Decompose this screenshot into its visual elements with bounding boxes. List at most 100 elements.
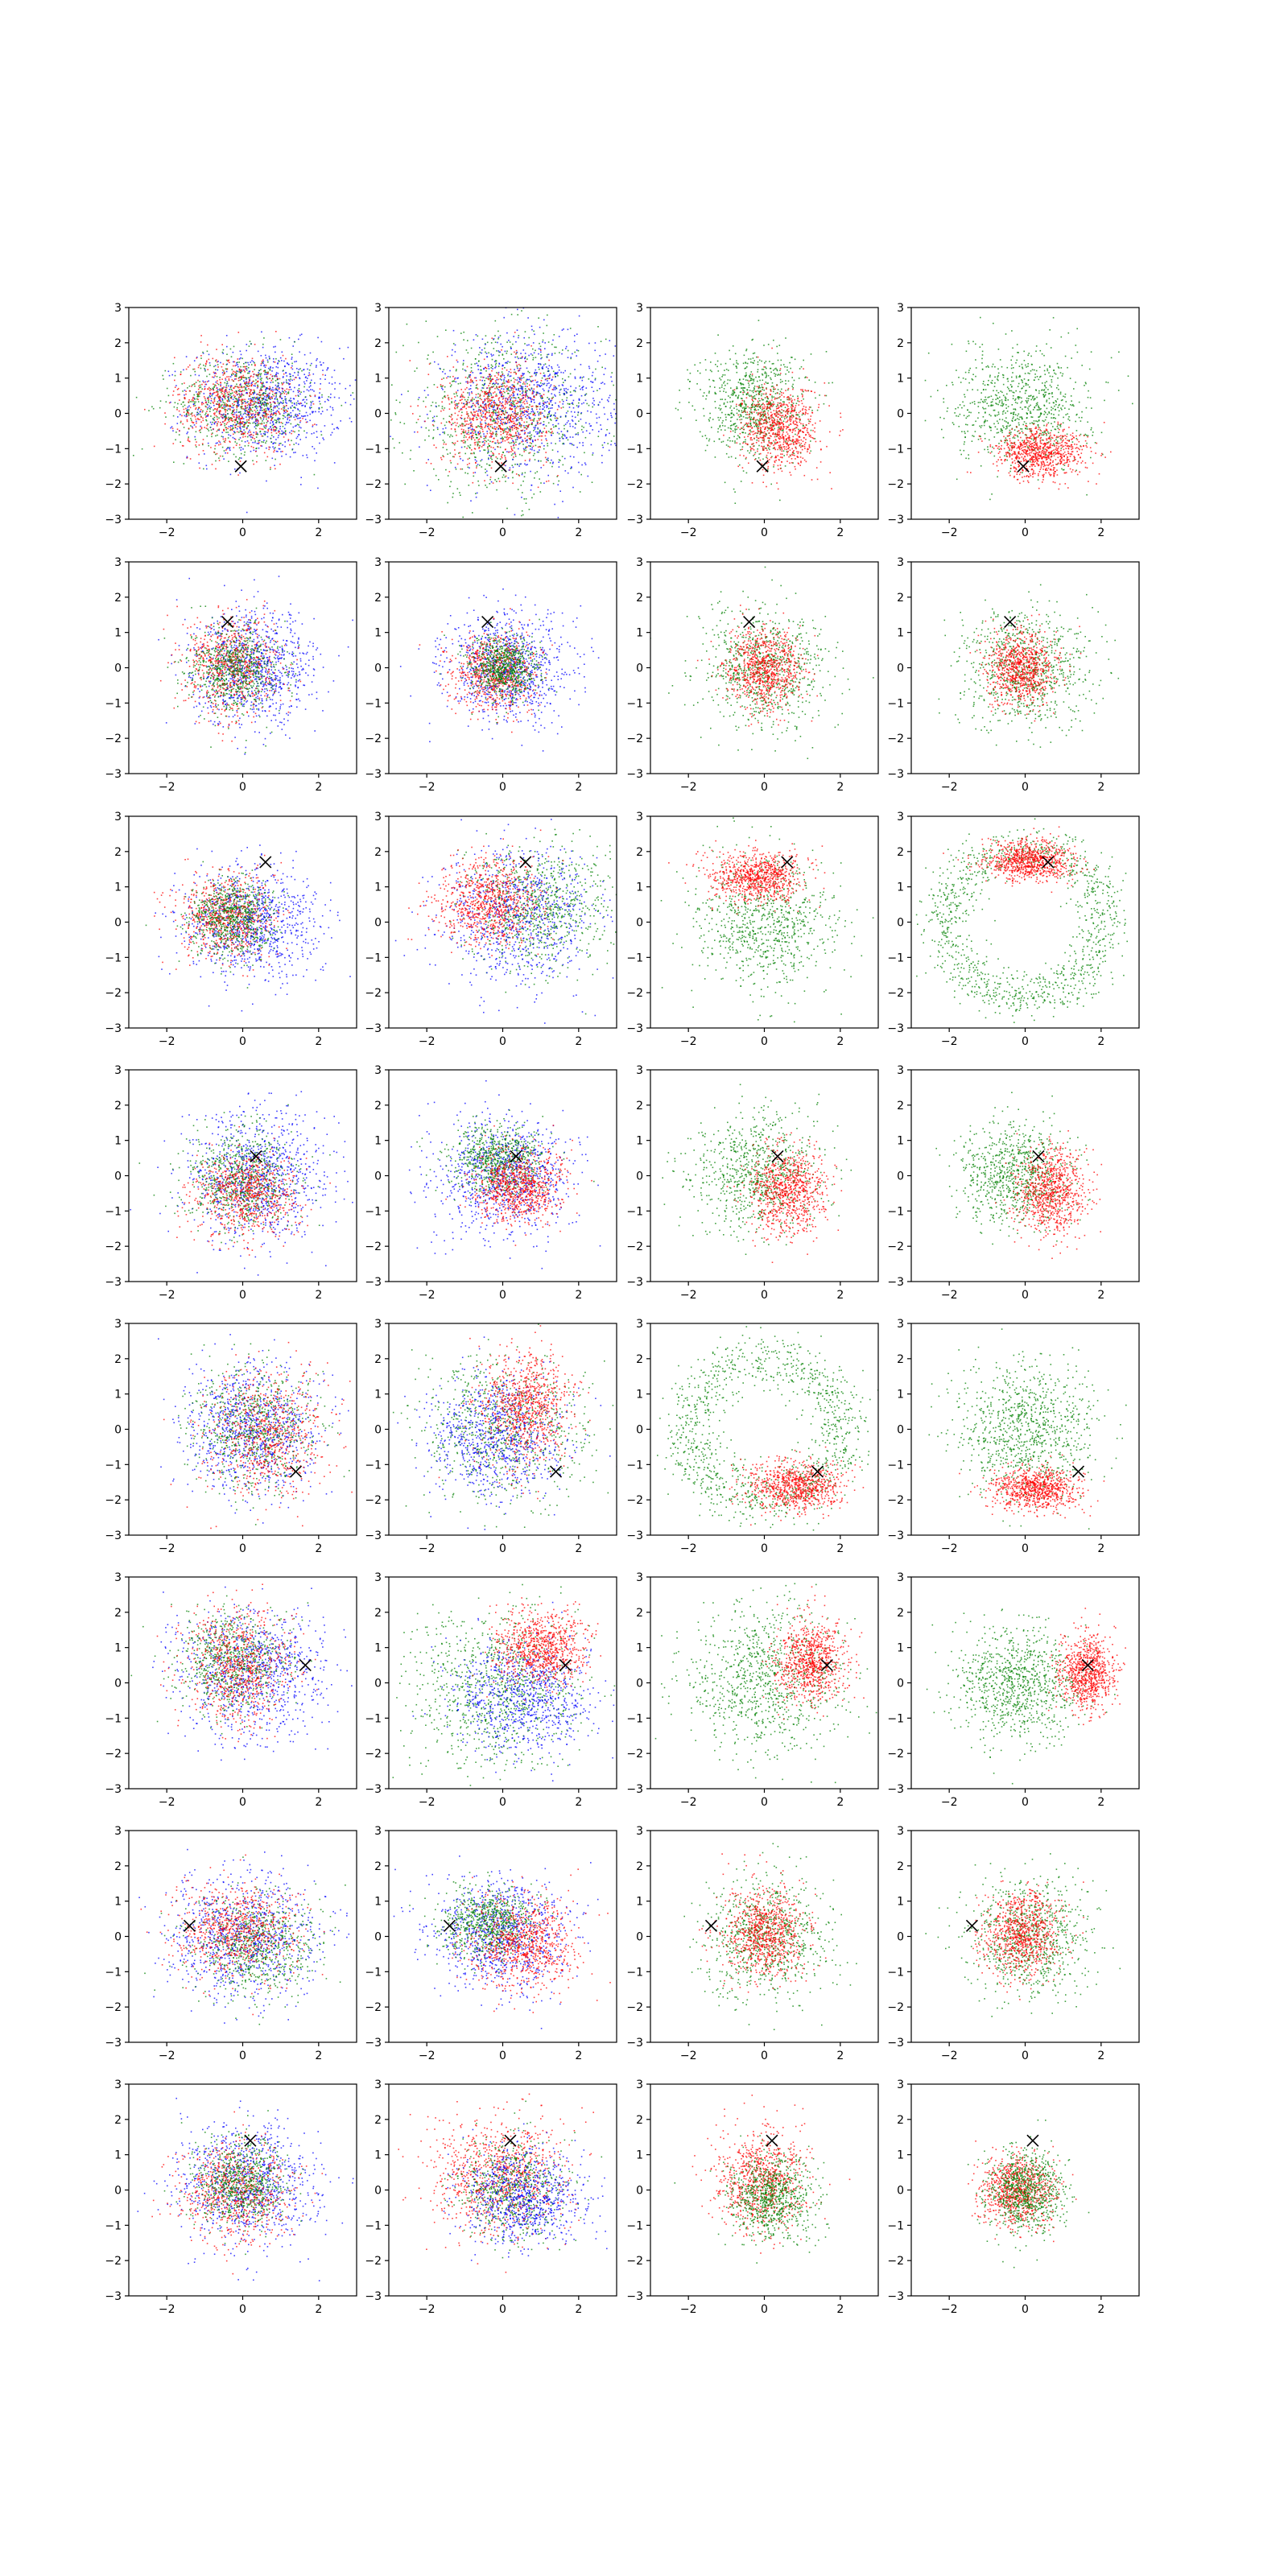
point (502, 452, 504, 453)
point (294, 431, 295, 433)
point (502, 439, 504, 440)
point (561, 407, 563, 409)
point (428, 374, 430, 375)
point (334, 462, 336, 464)
point (233, 416, 234, 418)
point (503, 464, 505, 466)
point (306, 363, 308, 365)
point (187, 419, 188, 421)
point (456, 370, 457, 372)
point (272, 391, 274, 393)
point (209, 362, 211, 364)
point (518, 358, 519, 360)
point (226, 383, 228, 385)
point (182, 423, 184, 425)
point (210, 415, 212, 417)
point (555, 353, 556, 354)
point (413, 470, 415, 472)
point (236, 418, 237, 419)
point (544, 383, 546, 385)
point (518, 390, 519, 391)
point (521, 497, 522, 498)
point (277, 378, 279, 379)
point (219, 377, 221, 378)
point (259, 440, 261, 441)
point (559, 438, 561, 440)
point (261, 423, 262, 425)
point (220, 396, 221, 398)
point (528, 407, 530, 408)
point (217, 361, 218, 363)
point (306, 422, 308, 423)
point (248, 445, 250, 447)
point (215, 365, 217, 367)
point (299, 417, 301, 419)
point (353, 398, 355, 400)
point (483, 368, 485, 369)
point (469, 407, 471, 408)
point (512, 464, 514, 466)
point (206, 465, 208, 467)
point (251, 400, 253, 402)
point (572, 402, 573, 404)
point (175, 375, 176, 377)
point (449, 415, 451, 417)
point (254, 410, 256, 411)
point (222, 432, 224, 434)
point (485, 370, 487, 372)
point (567, 431, 568, 432)
point (270, 390, 272, 392)
point (464, 404, 466, 406)
point (500, 458, 502, 460)
point (592, 452, 594, 454)
point (511, 414, 513, 415)
point (548, 370, 550, 372)
point (324, 401, 326, 402)
point (160, 400, 162, 402)
point (463, 339, 464, 341)
point (614, 423, 616, 424)
point (264, 427, 266, 428)
point (248, 388, 250, 390)
point (204, 388, 206, 390)
point (585, 423, 587, 424)
point (217, 453, 218, 455)
point (546, 534, 547, 535)
point (511, 390, 513, 391)
point (233, 404, 235, 406)
point (445, 329, 447, 331)
point (557, 375, 559, 377)
point (224, 404, 225, 406)
point (249, 378, 250, 379)
point (194, 398, 196, 400)
point (523, 349, 525, 351)
point (286, 394, 287, 395)
point (253, 413, 254, 415)
point (469, 418, 471, 419)
point (354, 349, 356, 351)
point (256, 461, 258, 463)
point (418, 399, 419, 401)
point (303, 455, 304, 456)
point (285, 412, 287, 414)
point (477, 411, 479, 412)
point (515, 415, 517, 417)
point (239, 389, 241, 390)
point (283, 383, 284, 385)
point (518, 335, 520, 336)
point (242, 423, 243, 425)
point (246, 419, 248, 421)
point (607, 399, 609, 401)
point (225, 416, 227, 418)
point (270, 411, 272, 413)
point (313, 390, 315, 392)
point (458, 402, 460, 404)
point (428, 430, 430, 431)
point (461, 398, 463, 400)
point (529, 438, 530, 440)
point (295, 414, 297, 415)
point (271, 380, 273, 382)
point (172, 428, 174, 430)
point (602, 444, 604, 446)
point (255, 414, 257, 415)
